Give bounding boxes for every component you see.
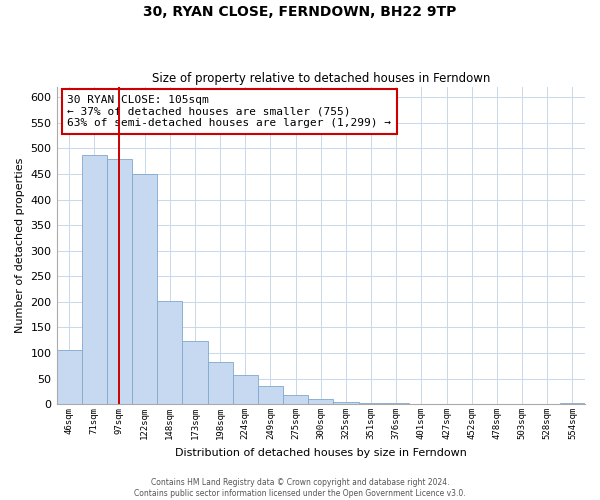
Bar [208,362,233,404]
Bar [334,402,359,404]
Y-axis label: Number of detached properties: Number of detached properties [15,158,25,334]
Text: 30 RYAN CLOSE: 105sqm
← 37% of detached houses are smaller (755)
63% of semi-det: 30 RYAN CLOSE: 105sqm ← 37% of detached … [67,95,391,128]
Bar [283,396,308,404]
Bar [107,158,132,404]
Bar [132,174,157,404]
Bar [560,403,585,404]
Bar [233,375,258,404]
Bar [56,350,82,404]
Bar [359,403,383,404]
Bar [157,301,182,404]
Bar [383,403,409,404]
Title: Size of property relative to detached houses in Ferndown: Size of property relative to detached ho… [152,72,490,85]
Bar [82,155,107,404]
X-axis label: Distribution of detached houses by size in Ferndown: Distribution of detached houses by size … [175,448,467,458]
Text: 30, RYAN CLOSE, FERNDOWN, BH22 9TP: 30, RYAN CLOSE, FERNDOWN, BH22 9TP [143,5,457,19]
Bar [308,399,334,404]
Bar [182,341,208,404]
Bar [258,386,283,404]
Text: Contains HM Land Registry data © Crown copyright and database right 2024.
Contai: Contains HM Land Registry data © Crown c… [134,478,466,498]
